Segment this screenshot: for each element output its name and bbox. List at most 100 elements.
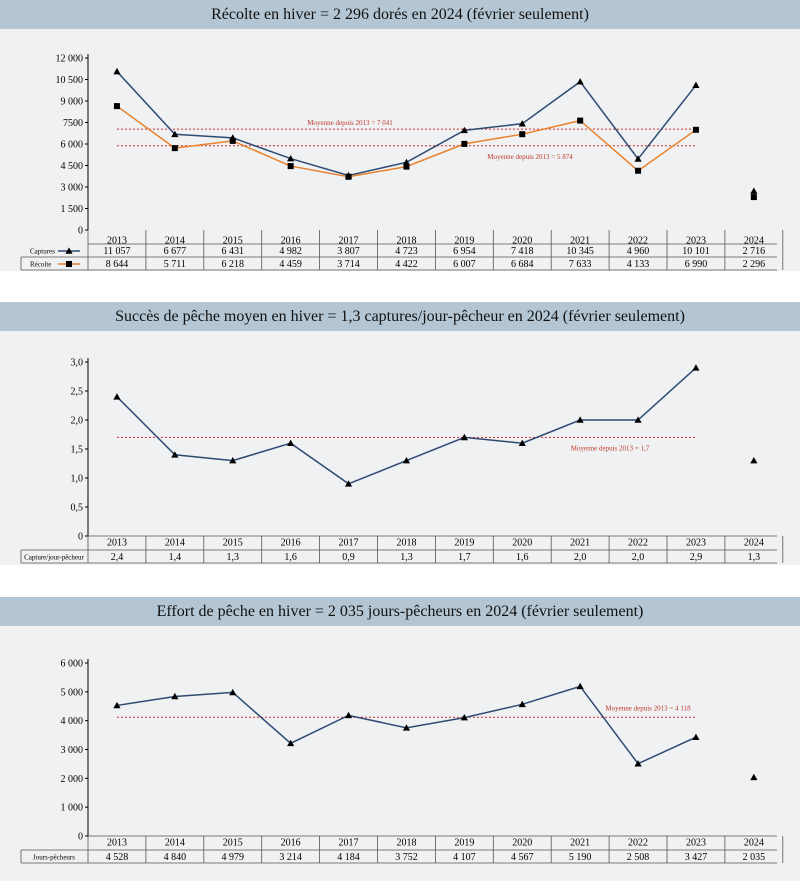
chart-3-angler-days-point <box>344 711 353 719</box>
chart-1-y-tick-label: 7500 <box>63 118 83 129</box>
chart-1-captures-point <box>171 130 179 138</box>
chart-2-average-label: Moyenne depuis 2013 = 1,7 <box>571 444 650 452</box>
chart-3-average-label: Moyenne depuis 2013 = 4 118 <box>605 704 691 712</box>
chart-3-angler-days-row-label: Jours-pêcheurs <box>33 854 75 862</box>
chart-1-y-tick-label: 12 000 <box>56 54 84 65</box>
chart-1-y-tick-label: 4 500 <box>61 161 84 172</box>
chart-2-catch-rate-value: 2,4 <box>111 552 124 563</box>
chart-1-year-label: 2019 <box>454 236 474 247</box>
chart-2-catch-rate-value: 1,3 <box>400 552 413 563</box>
chart-1-year-label: 2018 <box>396 236 416 247</box>
chart-3-y-tick-label: 3 000 <box>61 745 84 756</box>
chart-2-year-label: 2023 <box>686 538 706 549</box>
chart-2-catch-rate-row-label: Capture/jour-pêcheur <box>24 554 84 562</box>
chart-1-harvest-point <box>403 163 410 170</box>
chart-1-harvest-point <box>229 137 236 144</box>
chart-1-captures-legend-marker <box>65 247 73 254</box>
chart-1-captures-row-label: Captures <box>30 248 55 256</box>
chart-2-year-label: 2016 <box>281 538 301 549</box>
chart-1-harvest-value: 6 007 <box>453 259 476 270</box>
chart-1-harvest-point <box>635 167 642 174</box>
chart-3-angler-days-point <box>576 682 584 690</box>
chart-2-y-tick-label: 0,5 <box>71 503 84 514</box>
chart-1-y-tick-label: 9 000 <box>61 97 84 108</box>
chart-1-average-label: Moyenne depuis 2013 = 5 874 <box>487 153 573 161</box>
chart-1-harvest-value: 6 684 <box>511 259 534 270</box>
chart-3-angler-days-value: 5 190 <box>569 852 592 863</box>
chart-2-year-label: 2013 <box>107 538 127 549</box>
chart-2-catch-rate-value: 0,9 <box>342 552 355 563</box>
chart-2-catch-rate-point <box>750 457 758 464</box>
chart-1-harvest-value: 4 459 <box>279 259 302 270</box>
chart-1-year-label: 2023 <box>686 236 706 247</box>
chart-3-year-label: 2023 <box>686 838 706 849</box>
chart-1-year-label: 2024 <box>744 236 764 247</box>
chart-1-captures-point <box>113 67 121 75</box>
chart-3-angler-days-point <box>692 733 700 740</box>
chart-1-year-label: 2015 <box>223 236 243 247</box>
chart-3-angler-days-point <box>460 713 468 721</box>
chart-1-harvest-point <box>519 131 526 138</box>
chart-3-angler-days-value: 4 840 <box>164 852 187 863</box>
chart-3-angler-days-point <box>113 701 121 709</box>
chart-3-angler-days-value: 4 107 <box>453 852 476 863</box>
chart-1-harvest-value: 2 296 <box>743 259 766 270</box>
chart-2-year-label: 2024 <box>744 538 764 549</box>
chart-3-angler-days-point <box>518 700 526 708</box>
chart-2-year-label: 2014 <box>165 538 185 549</box>
chart-3-year-label: 2020 <box>512 838 532 849</box>
chart-2-catch-rate-point <box>287 439 295 446</box>
chart-2-catch-rate-point <box>402 457 411 464</box>
chart-3-angler-days-value: 4 184 <box>337 852 360 863</box>
chart-1-harvest-value: 5 711 <box>164 259 186 270</box>
chart-1-captures-value: 4 723 <box>395 246 418 257</box>
chart-3-angler-days-value: 4 528 <box>106 852 129 863</box>
chart-3-angler-days-point <box>402 724 411 731</box>
chart-1-harvest-value: 6 218 <box>222 259 245 270</box>
chart-1-captures-value: 3 807 <box>337 246 360 257</box>
chart-3-angler-days-value: 3 752 <box>395 852 418 863</box>
chart-2-y-tick-label: 1,5 <box>71 445 84 456</box>
chart-2-year-label: 2020 <box>512 538 532 549</box>
chart-2-catch-rate-value: 1,7 <box>458 552 471 563</box>
chart-2-year-label: 2017 <box>339 538 359 549</box>
chart-1-year-label: 2016 <box>281 236 301 247</box>
chart-2-catch-rate-value: 1,3 <box>748 552 761 563</box>
chart-1-harvest-point <box>461 140 468 147</box>
chart-1-year-label: 2022 <box>628 236 648 247</box>
chart-3-angler-days-value: 2 035 <box>743 852 766 863</box>
chart-3-angler-days-value: 3 427 <box>685 852 708 863</box>
chart-1-captures-value: 6 431 <box>222 246 245 257</box>
chart-3-y-tick-label: 2 000 <box>61 774 84 785</box>
chart-1-harvest-point <box>345 173 352 180</box>
chart-2-catch-rate-point <box>634 416 642 423</box>
chart-1-harvest-value: 3 714 <box>337 259 360 270</box>
chart-1-captures-point <box>692 81 700 89</box>
chart-3-year-label: 2016 <box>281 838 301 849</box>
chart-3-angler-days-point <box>171 692 179 700</box>
chart-2-y-tick-label: 0 <box>78 532 83 543</box>
chart-2-catch-rate-point <box>518 439 526 446</box>
chart-1-harvest-point <box>287 163 294 170</box>
chart-1-captures-point <box>460 126 468 134</box>
chart-2-y-tick-label: 1,0 <box>71 474 84 485</box>
chart-1-captures-value: 11 057 <box>103 246 130 257</box>
chart-1-captures-value: 10 101 <box>682 246 710 257</box>
chart-2-catch-rate-point <box>576 416 584 423</box>
chart-3-year-label: 2021 <box>570 838 590 849</box>
chart-3-angler-days-point <box>287 739 295 747</box>
chart-1-harvest-legend-marker <box>66 261 72 267</box>
chart-1-harvest-point <box>692 126 699 133</box>
chart-3-year-label: 2013 <box>107 838 127 849</box>
chart-1-y-tick-label: 6 000 <box>61 140 84 151</box>
chart-3-y-tick-label: 0 <box>78 832 83 843</box>
chart-1-y-tick-label: 0 <box>78 226 83 237</box>
chart-1-y-tick-label: 10 500 <box>56 75 84 86</box>
chart-1-captures-value: 6 954 <box>453 246 476 257</box>
chart-1-harvest-point <box>171 145 178 152</box>
chart-3-year-label: 2018 <box>396 838 416 849</box>
chart-3-y-tick-label: 5 000 <box>61 687 84 698</box>
chart-1-captures-value: 7 418 <box>511 246 534 257</box>
chart-2-catch-rate-value: 1,4 <box>169 552 182 563</box>
